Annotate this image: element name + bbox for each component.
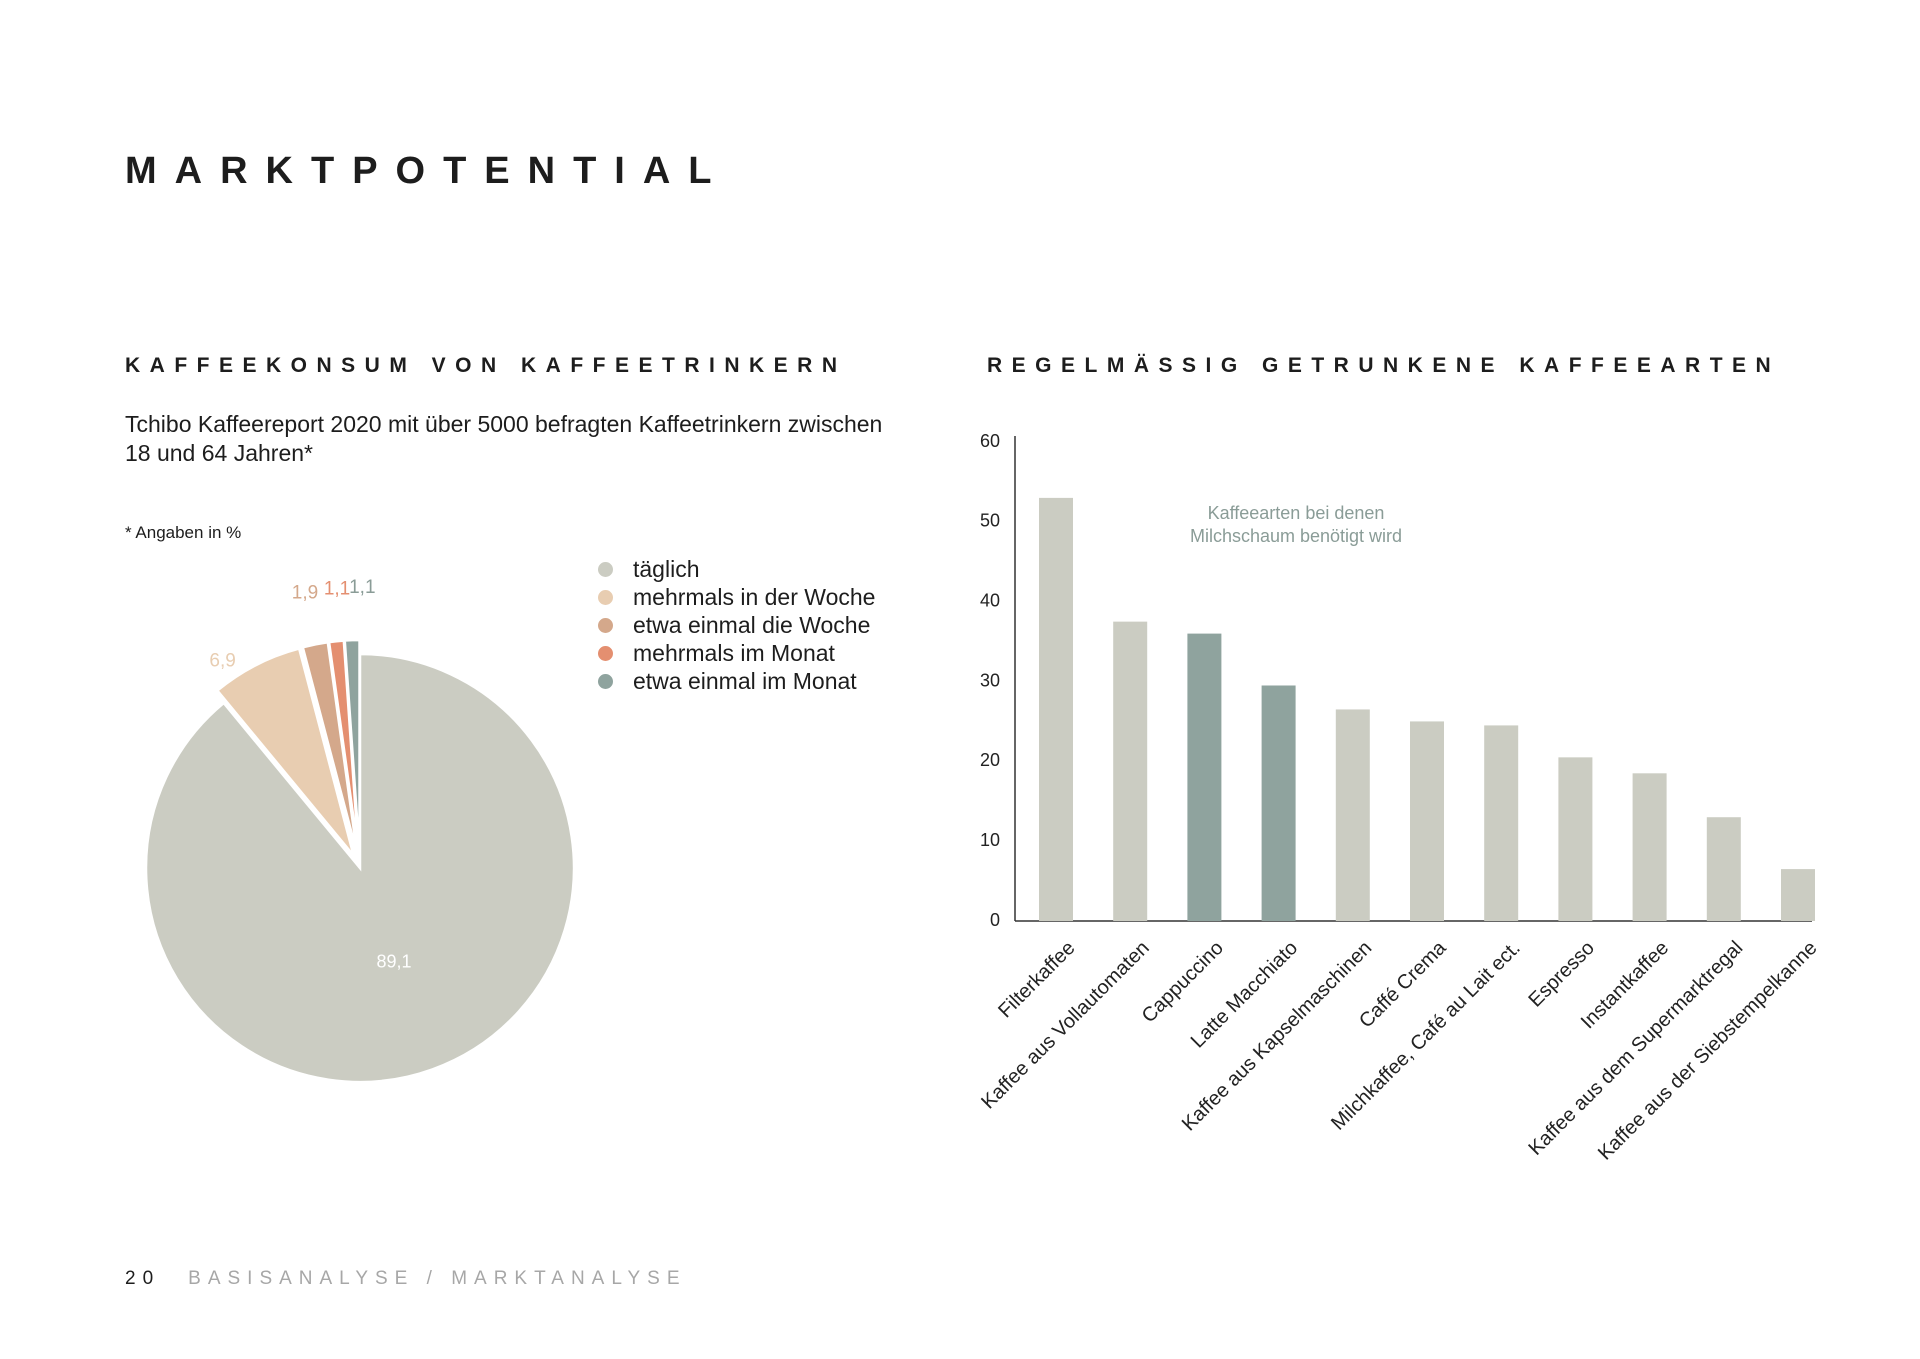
bar (1335, 709, 1370, 921)
pie-legend-item: etwa einmal im Monat (598, 667, 875, 695)
bar (1706, 817, 1741, 921)
legend-swatch (598, 617, 613, 633)
bar (1632, 773, 1667, 921)
legend-swatch (598, 589, 613, 605)
bar (1113, 621, 1148, 921)
legend-swatch (598, 645, 613, 661)
unit-note: * Angaben in % (125, 523, 242, 542)
pie-legend-item: mehrmals in der Woche (598, 583, 875, 611)
legend-label: etwa einmal die Woche (633, 611, 871, 638)
bar (1187, 633, 1222, 921)
bar-annotation: Kaffeearten bei denen Milchschaum benötig… (1190, 503, 1402, 546)
left-section-heading: KAFFEEKONSUM VON KAFFEETRINKERN (125, 354, 847, 377)
page-title: MARKTPOTENTIAL (125, 150, 730, 192)
pie-legend-item: mehrmals im Monat (598, 639, 875, 667)
survey-description: Tchibo Kaffeereport 2020 mit über 5000 b… (125, 411, 883, 466)
legend-label: mehrmals in der Woche (633, 583, 876, 610)
y-tick-label: 30 (980, 670, 1000, 690)
bar (1484, 725, 1519, 921)
bar (1410, 721, 1444, 921)
page-footer: 20 BASISANALYSE / MARKTANALYSE (125, 1268, 687, 1290)
pie-value-label: 1,9 (292, 582, 318, 603)
legend-label: etwa einmal im Monat (633, 667, 857, 694)
bar (1781, 869, 1815, 921)
legend-label: mehrmals im Monat (633, 639, 835, 666)
y-tick-label: 10 (980, 830, 1000, 850)
x-tick-label: Espresso (1524, 937, 1599, 1012)
bar (1558, 757, 1593, 921)
pie-legend: täglich mehrmals in der Woche etwa einmal … (598, 555, 875, 695)
legend-swatch (598, 561, 613, 577)
pie-value-label: 1,1 (324, 579, 350, 600)
y-tick-label: 0 (990, 910, 1000, 930)
right-section-heading: REGELMÄSSIG GETRUNKENE KAFFEEARTEN (987, 354, 1781, 377)
bar (1261, 685, 1296, 921)
pie-legend-item: täglich (598, 555, 875, 583)
pie-slice (215, 647, 355, 857)
y-tick-label: 40 (980, 590, 1000, 610)
legend-swatch (598, 673, 613, 689)
y-tick-label: 20 (980, 750, 1000, 770)
pie-value-label: 6,9 (209, 650, 235, 671)
pie-value-label: 89,1 (377, 951, 412, 971)
page-number: 20 (125, 1268, 161, 1289)
pie-slice (144, 652, 576, 1084)
breadcrumb: BASISANALYSE / MARKTANALYSE (188, 1268, 687, 1289)
y-tick-label: 60 (980, 431, 1000, 451)
pie-slice (343, 638, 361, 855)
bar (1039, 497, 1073, 921)
pie-legend-item: etwa einmal die Woche (598, 611, 875, 639)
legend-label: täglich (633, 555, 700, 582)
y-tick-label: 50 (980, 511, 1000, 531)
pie-slice (301, 640, 359, 855)
pie-value-label: 1,1 (349, 577, 375, 598)
